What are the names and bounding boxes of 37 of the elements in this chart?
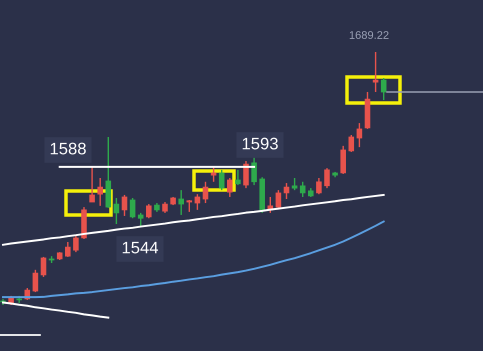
candlestick [251, 157, 257, 186]
candlestick [73, 234, 79, 253]
candlestick [243, 160, 249, 189]
candlestick [324, 167, 330, 189]
candlestick [202, 181, 208, 204]
candlestick [194, 193, 200, 211]
candlestick [162, 201, 168, 214]
candlestick [348, 134, 354, 153]
annotation: 1544 [122, 242, 158, 254]
candlestick [316, 177, 322, 195]
candlestick [122, 194, 128, 217]
candlestick [65, 241, 71, 258]
text: 1689.22 [350, 31, 389, 39]
candlestick [380, 77, 386, 101]
candlestick [40, 256, 46, 278]
candlestick [138, 212, 144, 228]
candlestick [89, 166, 95, 203]
candlestick [32, 269, 38, 293]
annotation: 1593 [242, 138, 278, 150]
candlestick [292, 177, 298, 191]
annotation: 1588 [50, 142, 86, 154]
candlestick [227, 177, 233, 198]
candlestick [235, 169, 241, 186]
candlestick [356, 122, 362, 148]
candlestick [130, 197, 136, 219]
candlestick [372, 51, 378, 93]
candlestick [186, 199, 192, 213]
candlestick [210, 166, 216, 182]
candlestick [97, 177, 103, 207]
candlestick [284, 182, 290, 200]
candlestick [300, 181, 306, 198]
candlestick [146, 203, 152, 219]
candlestick [178, 189, 184, 216]
candlestick [340, 145, 346, 175]
candlestick [276, 189, 282, 209]
candlestick [218, 169, 224, 191]
candlestick [114, 197, 120, 225]
